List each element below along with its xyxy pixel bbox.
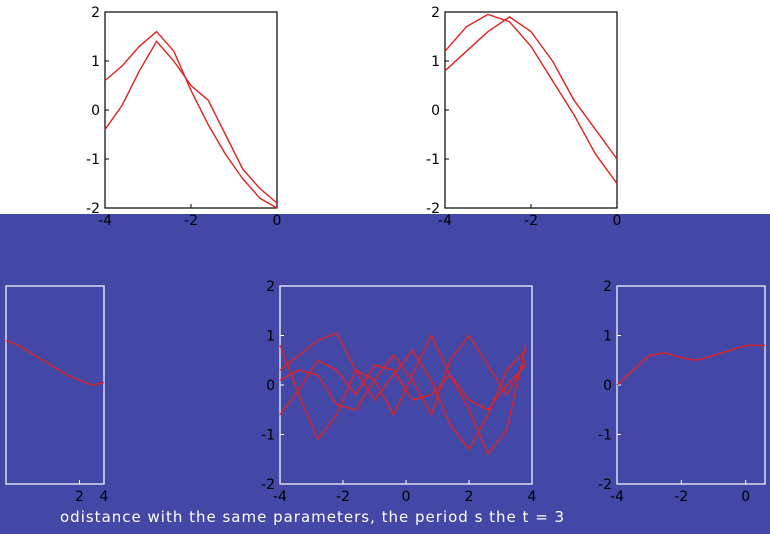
y-tick-label: -2 [261,477,275,493]
x-tick-label: -2 [336,489,350,505]
x-tick-label: 4 [100,489,109,505]
plot-frame [5,285,105,485]
x-tick-label: -2 [524,213,538,229]
y-tick-label: 2 [91,5,100,21]
x-tick-label: 2 [75,489,84,505]
x-tick-label: 0 [273,213,282,229]
y-tick-label: -2 [598,477,612,493]
series-line-2 [279,332,527,451]
y-tick-label: -1 [598,428,612,444]
series-line-1 [5,339,105,386]
y-tick-label: 0 [603,378,612,394]
chart-top-left: 210-1-2-4 -2 0 [86,5,281,229]
y-tick-label: -2 [86,201,100,217]
x-tick-label: -2 [184,213,198,229]
x-tick-label: -2 [674,489,688,505]
chart-bottom-right: 210-1-2-4 -2 0 [598,279,766,505]
figure-caption: odistance with the same parameters, the … [60,508,566,526]
y-tick-label: 0 [91,103,100,119]
x-tick-label: -4 [438,213,452,229]
x-tick-label: 0 [402,489,411,505]
y-tick-label: -2 [426,201,440,217]
series-line-3 [279,334,527,417]
y-tick-label: 2 [431,5,440,21]
series-line-1 [279,333,527,456]
x-tick-label: -4 [98,213,112,229]
series-line-1 [616,344,765,386]
chart-bottom-center: 210-1-2-4 -2 0 2 4 [261,279,537,505]
y-tick-label: 1 [266,329,275,345]
x-tick-label: 2 [465,489,474,505]
series-line-1 [104,30,278,209]
x-tick-label: 4 [528,489,537,505]
x-tick-label: -4 [273,489,287,505]
x-tick-label: 0 [741,489,750,505]
y-tick-label: 0 [431,103,440,119]
y-tick-label: 0 [266,378,275,394]
y-tick-label: -1 [426,152,440,168]
series-line-1 [444,13,618,184]
x-tick-label: 0 [613,213,622,229]
y-tick-label: 1 [431,54,440,70]
series-line-4 [279,359,527,416]
chart-top-right: 210-1-2-4 -2 0 [426,5,621,229]
y-tick-label: 2 [603,279,612,295]
y-tick-label: 1 [603,329,612,345]
series-line-2 [444,16,618,160]
y-tick-label: 1 [91,54,100,70]
plot-frame [444,11,618,209]
y-tick-label: -1 [86,152,100,168]
series-line-2 [104,40,278,204]
y-tick-label: -1 [261,428,275,444]
x-tick-label: -4 [610,489,624,505]
y-tick-label: 2 [266,279,275,295]
